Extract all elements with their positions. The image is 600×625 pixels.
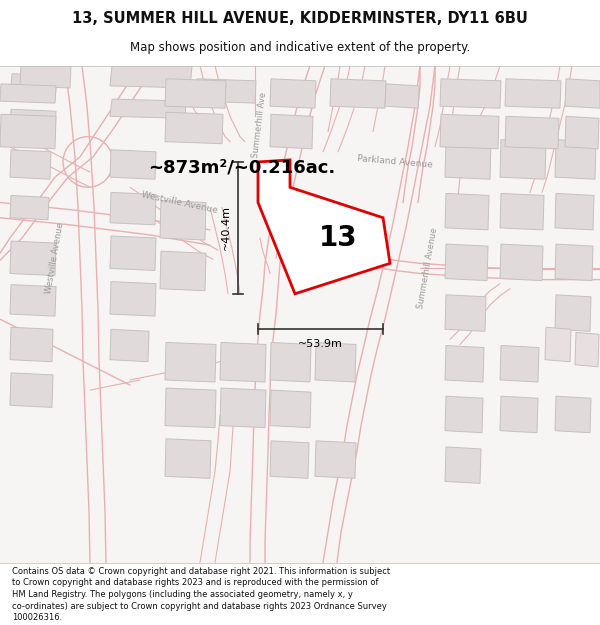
Polygon shape bbox=[10, 241, 56, 276]
Polygon shape bbox=[500, 193, 544, 230]
Polygon shape bbox=[20, 66, 71, 88]
Polygon shape bbox=[10, 150, 51, 179]
Polygon shape bbox=[440, 114, 499, 149]
Polygon shape bbox=[500, 139, 546, 179]
Polygon shape bbox=[10, 109, 56, 139]
Polygon shape bbox=[440, 79, 501, 108]
Polygon shape bbox=[500, 396, 538, 432]
Polygon shape bbox=[445, 244, 488, 281]
Text: HM Land Registry. The polygons (including the associated geometry, namely x, y: HM Land Registry. The polygons (includin… bbox=[12, 590, 353, 599]
Polygon shape bbox=[545, 328, 571, 362]
Text: Westville Avenue: Westville Avenue bbox=[141, 190, 219, 215]
Text: 13, SUMMER HILL AVENUE, KIDDERMINSTER, DY11 6BU: 13, SUMMER HILL AVENUE, KIDDERMINSTER, D… bbox=[72, 11, 528, 26]
Polygon shape bbox=[445, 193, 489, 230]
Polygon shape bbox=[505, 116, 559, 149]
Polygon shape bbox=[445, 396, 483, 432]
Polygon shape bbox=[270, 342, 311, 382]
Polygon shape bbox=[165, 439, 211, 478]
Text: co-ordinates) are subject to Crown copyright and database rights 2023 Ordnance S: co-ordinates) are subject to Crown copyr… bbox=[12, 601, 387, 611]
Polygon shape bbox=[0, 84, 56, 103]
Polygon shape bbox=[0, 114, 56, 149]
Polygon shape bbox=[445, 447, 481, 483]
Polygon shape bbox=[315, 342, 356, 382]
Polygon shape bbox=[110, 282, 156, 316]
Polygon shape bbox=[270, 79, 316, 108]
Polygon shape bbox=[165, 342, 216, 382]
Text: ~53.9m: ~53.9m bbox=[298, 339, 343, 349]
Polygon shape bbox=[10, 74, 57, 100]
Polygon shape bbox=[195, 79, 256, 103]
Polygon shape bbox=[500, 346, 539, 382]
Polygon shape bbox=[10, 328, 53, 362]
Polygon shape bbox=[445, 295, 486, 331]
Polygon shape bbox=[270, 114, 313, 149]
Polygon shape bbox=[110, 192, 156, 225]
Polygon shape bbox=[10, 373, 53, 408]
Text: Summerhill Ave: Summerhill Ave bbox=[251, 91, 268, 158]
Polygon shape bbox=[270, 441, 309, 478]
Polygon shape bbox=[555, 295, 591, 331]
Polygon shape bbox=[555, 193, 594, 230]
Polygon shape bbox=[330, 79, 386, 108]
Polygon shape bbox=[270, 390, 311, 428]
Polygon shape bbox=[220, 388, 266, 428]
Text: to Crown copyright and database rights 2023 and is reproduced with the permissio: to Crown copyright and database rights 2… bbox=[12, 579, 379, 587]
Polygon shape bbox=[575, 332, 599, 367]
Polygon shape bbox=[555, 396, 591, 432]
Text: Summerhill Avenue: Summerhill Avenue bbox=[416, 228, 440, 309]
Polygon shape bbox=[110, 236, 156, 271]
Polygon shape bbox=[110, 99, 186, 118]
Polygon shape bbox=[10, 284, 56, 316]
Text: Contains OS data © Crown copyright and database right 2021. This information is : Contains OS data © Crown copyright and d… bbox=[12, 567, 390, 576]
Polygon shape bbox=[220, 342, 266, 382]
Polygon shape bbox=[565, 79, 600, 108]
Polygon shape bbox=[110, 329, 149, 362]
Polygon shape bbox=[160, 201, 206, 240]
Text: Westville Avenue: Westville Avenue bbox=[44, 222, 65, 294]
Polygon shape bbox=[505, 79, 561, 108]
Text: Map shows position and indicative extent of the property.: Map shows position and indicative extent… bbox=[130, 41, 470, 54]
Text: 100026316.: 100026316. bbox=[12, 613, 62, 622]
Polygon shape bbox=[165, 79, 226, 108]
Text: ~873m²/~0.216ac.: ~873m²/~0.216ac. bbox=[148, 158, 335, 176]
Polygon shape bbox=[165, 112, 223, 144]
Polygon shape bbox=[110, 66, 192, 88]
Polygon shape bbox=[10, 196, 49, 220]
Polygon shape bbox=[500, 244, 543, 281]
Text: 13: 13 bbox=[319, 224, 358, 252]
Polygon shape bbox=[160, 251, 206, 291]
Polygon shape bbox=[0, 66, 600, 562]
Polygon shape bbox=[445, 346, 484, 382]
Polygon shape bbox=[555, 139, 596, 179]
Polygon shape bbox=[315, 441, 356, 478]
Polygon shape bbox=[565, 116, 599, 149]
Polygon shape bbox=[385, 84, 419, 108]
Polygon shape bbox=[258, 160, 390, 294]
Polygon shape bbox=[165, 388, 216, 428]
Text: ~40.4m: ~40.4m bbox=[221, 206, 231, 251]
Polygon shape bbox=[110, 150, 156, 179]
Polygon shape bbox=[445, 139, 491, 179]
Text: Parkland Avenue: Parkland Avenue bbox=[357, 154, 433, 170]
Polygon shape bbox=[555, 244, 593, 281]
